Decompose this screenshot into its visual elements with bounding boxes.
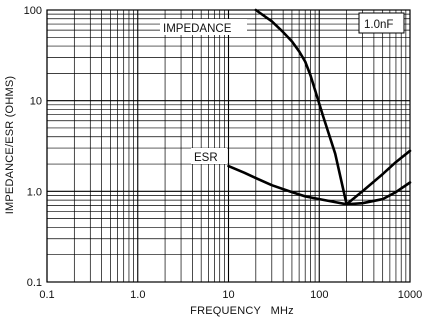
x-axis-label: FREQUENCY MHz	[190, 305, 294, 317]
esr-curve	[227, 164, 412, 206]
plot-frame	[46, 9, 411, 283]
esr-label-box	[191, 148, 227, 164]
y-tick-label: 10	[30, 96, 42, 108]
impedance-curve	[254, 8, 412, 206]
esr-label: ESR	[191, 148, 227, 164]
x-tick-labels: 0.1 1.0 10 100 1000	[39, 289, 422, 301]
capacitance-label: 1.0nF	[358, 12, 405, 34]
x-tick-label: 10	[222, 289, 234, 301]
x-tick-label: 0.1	[39, 289, 54, 301]
y-axis-label: IMPEDANCE/ESR (OHMS)	[4, 76, 16, 214]
y-tick-labels: 0.1 1.0 10 100	[24, 5, 42, 289]
impedance-label-text: IMPEDANCE	[163, 23, 232, 35]
impedance-label: IMPEDANCE	[160, 19, 247, 35]
esr-label-text: ESR	[194, 152, 218, 164]
capacitance-label-text: 1.0nF	[364, 19, 393, 31]
series-lines	[227, 8, 412, 206]
y-tick-label: 1.0	[27, 186, 42, 198]
y-tick-label: 100	[24, 5, 42, 17]
x-tick-label: 1.0	[130, 289, 145, 301]
impedance-label-box	[160, 19, 247, 35]
capacitance-label-box	[358, 12, 405, 34]
y-tick-label: 0.1	[27, 277, 42, 289]
x-tick-label: 100	[310, 289, 328, 301]
x-tick-label: 1000	[398, 289, 422, 301]
grid-lines	[46, 10, 410, 283]
